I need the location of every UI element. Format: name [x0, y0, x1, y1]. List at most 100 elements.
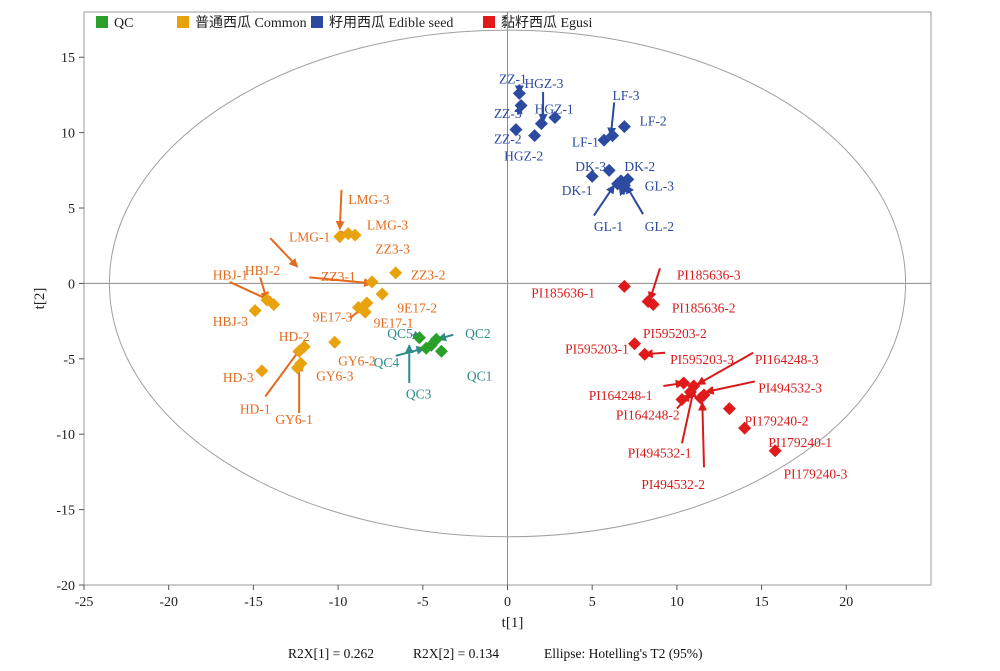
- data-label: GY6-3: [316, 368, 354, 383]
- point-dk-3: [602, 163, 616, 177]
- x-tick-label: -10: [329, 595, 348, 610]
- legend-label: 籽用西瓜 Edible seed: [329, 15, 453, 31]
- data-label: PI164248-3: [755, 352, 819, 367]
- data-label: QC4: [374, 355, 400, 370]
- data-label: HGZ-1: [535, 102, 574, 117]
- data-points: [248, 86, 782, 458]
- legend-swatch: [483, 16, 495, 28]
- point-pi164248-1: [677, 376, 691, 390]
- point-hbj-2: [260, 293, 274, 307]
- x-tick-label: -25: [75, 595, 94, 610]
- data-label: 9E17-1: [374, 316, 414, 331]
- point-pi494532-1: [675, 393, 689, 407]
- leader-arrow: [704, 380, 756, 395]
- point-zz3-1: [365, 275, 379, 289]
- legend-swatch: [311, 16, 323, 28]
- y-tick-label: -5: [63, 353, 75, 368]
- data-label: HD-2: [279, 329, 310, 344]
- data-label: LMG-3: [348, 192, 389, 207]
- data-label: PI185636-1: [531, 285, 595, 300]
- point-hd-1: [292, 344, 306, 358]
- data-label: HBJ-1: [213, 267, 248, 282]
- hotelling-ellipse: [108, 29, 907, 538]
- data-label: LF-2: [640, 114, 667, 129]
- data-label: PI595203-2: [643, 326, 707, 341]
- x-tick-label: -20: [159, 595, 178, 610]
- point-pi179240-1: [738, 421, 752, 435]
- point-hgz-3: [534, 117, 548, 131]
- footer-r2x1: R2X[1] = 0.262: [288, 646, 374, 661]
- chart-footer: R2X[1] = 0.262 R2X[2] = 0.134 Ellipse: H…: [288, 646, 703, 661]
- plot-area: -25 -20 -15 -10 -5 0 5 10 15 20-20-15-10-5051015t…: [32, 11, 932, 631]
- data-label: PI494532-2: [641, 477, 705, 492]
- point-qc1: [434, 344, 448, 358]
- point-pi164248-2: [683, 385, 697, 399]
- y-tick-label: 10: [61, 127, 75, 142]
- data-label: PI494532-1: [628, 445, 692, 460]
- data-label: ZZ3-2: [411, 267, 446, 282]
- data-label: HD-3: [223, 370, 254, 385]
- footer-r2x2: R2X[2] = 0.134: [413, 646, 499, 661]
- point-pi595203-2: [628, 337, 642, 351]
- point-zz-1: [512, 86, 526, 100]
- x-tick-label: 0: [504, 595, 511, 610]
- legend-item: QC: [96, 16, 133, 31]
- point-zz3-2: [375, 287, 389, 301]
- legend-item: 普通西瓜 Common: [177, 15, 307, 31]
- point-pi595203-1: [638, 347, 652, 361]
- data-label: 9E17-2: [397, 301, 437, 316]
- leader-arrow: [625, 184, 644, 215]
- data-label: HGZ-3: [524, 76, 563, 91]
- data-label: ZZ-1: [499, 71, 527, 86]
- data-label: QC2: [465, 326, 491, 341]
- y-tick-label: 0: [68, 277, 75, 292]
- point-gy6-1: [290, 361, 304, 375]
- x-tick-label: 15: [755, 595, 769, 610]
- legend-label: 普通西瓜 Common: [195, 15, 307, 31]
- data-label: DK-1: [562, 183, 593, 198]
- x-tick-label: -5: [417, 595, 429, 610]
- point-lf-3: [606, 129, 620, 143]
- point-lmg-1: [348, 228, 362, 242]
- legend-swatch: [177, 16, 189, 28]
- data-label: PI164248-2: [616, 408, 680, 423]
- leader-arrow: [681, 387, 697, 444]
- data-label: GL-3: [645, 178, 674, 193]
- data-label: ZZ-3: [494, 106, 522, 121]
- point-dk-1: [585, 169, 599, 183]
- leader-arrow: [335, 189, 345, 231]
- leader-arrow: [698, 401, 708, 468]
- data-label: PI595203-1: [565, 341, 629, 356]
- leader-arrow: [618, 186, 628, 197]
- leader-arrow: [607, 102, 617, 137]
- point-zz-2: [509, 123, 523, 137]
- data-label: HBJ-2: [245, 263, 280, 278]
- x-tick-label: -15: [244, 595, 263, 610]
- legend-item: 黏籽西瓜 Egusi: [483, 15, 592, 31]
- y-tick-label: 15: [61, 51, 75, 66]
- leader-arrow: [309, 276, 373, 288]
- data-label: LMG-1: [289, 230, 330, 245]
- data-label: 9E17-3: [313, 310, 353, 325]
- leader-arrow: [269, 237, 299, 268]
- point-zz3-3: [389, 266, 403, 280]
- point-pi185636-2: [646, 298, 660, 312]
- leader-arrow: [647, 268, 661, 301]
- data-label: HBJ-3: [213, 314, 249, 329]
- leader-arrow: [264, 347, 302, 398]
- y-tick-label: -10: [56, 428, 75, 443]
- x-axis-title: t[1]: [502, 615, 524, 631]
- point-hd-3: [255, 364, 269, 378]
- y-axis-title: t[2]: [32, 288, 48, 310]
- data-label: GL-2: [645, 219, 674, 234]
- point-hgz-1: [548, 111, 562, 125]
- data-label: DK-2: [624, 159, 655, 174]
- data-label: LF-3: [613, 88, 640, 103]
- x-tick-label: 5: [589, 595, 596, 610]
- legend-label: 黏籽西瓜 Egusi: [501, 15, 592, 31]
- point-zz-3: [514, 98, 528, 112]
- point-gl-2: [617, 178, 631, 192]
- point-gy6-2: [328, 335, 342, 349]
